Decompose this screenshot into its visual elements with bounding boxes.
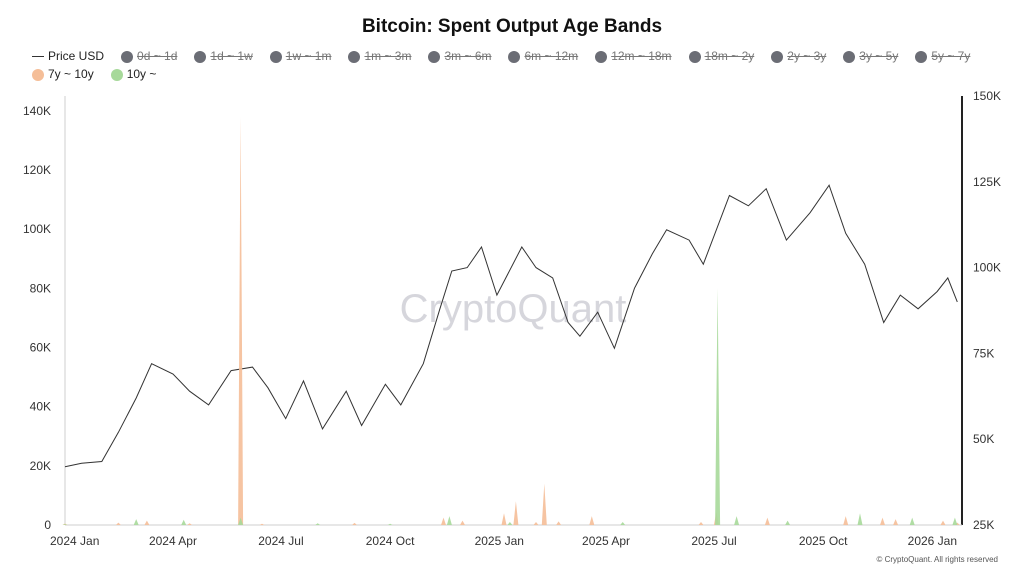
legend-item[interactable]: 5y ~ 7y <box>915 49 970 64</box>
right-axis-tick-label: 50K <box>973 432 994 446</box>
legend-label: 5y ~ 7y <box>931 49 971 63</box>
legend-marker <box>915 50 928 63</box>
legend-marker <box>194 50 207 63</box>
legend-item[interactable]: 12m ~ 18m <box>595 49 672 64</box>
legend-label: 12m ~ 18m <box>611 49 672 63</box>
legend-marker <box>508 50 521 63</box>
left-axis-tick-label: 60K <box>30 340 51 354</box>
right-axis-tick-label: 150K <box>973 89 1001 103</box>
legend-label: 1m ~ 3m <box>364 49 412 63</box>
legend-marker <box>110 68 123 81</box>
legend-marker <box>269 50 282 63</box>
legend-marker <box>121 50 134 63</box>
legend-item[interactable]: Price USD <box>32 49 104 64</box>
left-axis-tick-label: 40K <box>30 400 51 414</box>
legend-item[interactable]: 7y ~ 10y <box>32 67 94 82</box>
legend-item[interactable]: 3y ~ 5y <box>843 49 898 64</box>
legend-label: 6m ~ 12m <box>524 49 579 63</box>
left-axis-ticks: 0 20K 40K 60K 80K 100K 120K 140K <box>23 104 51 532</box>
copyright-credit: © CryptoQuant. All rights reserved <box>876 555 999 564</box>
right-axis-tick-label: 25K <box>973 518 994 532</box>
legend-marker <box>428 50 441 63</box>
x-axis-tick-label: 2024 Oct <box>366 534 415 548</box>
x-axis-tick-label: 2025 Jul <box>691 534 736 548</box>
legend-label: Price USD <box>48 49 105 63</box>
right-axis-tick-label: 75K <box>973 346 994 360</box>
legend-item[interactable]: 1d ~ 1w <box>194 49 253 64</box>
legend-item[interactable]: 2y ~ 3y <box>771 49 826 64</box>
legend-marker <box>843 50 856 63</box>
legend-item[interactable]: 1w ~ 1m <box>269 49 332 64</box>
legend-label: 18m ~ 2y <box>704 49 755 63</box>
legend-item[interactable]: 0d ~ 1d <box>121 49 177 64</box>
x-axis-tick-label: 2025 Apr <box>582 534 630 548</box>
legend-label: 2y ~ 3y <box>787 49 827 63</box>
right-axis-tick-label: 100K <box>973 261 1001 275</box>
legend-label: 0d ~ 1d <box>137 49 178 63</box>
legend-item[interactable]: 3m ~ 6m <box>428 49 491 64</box>
legend-marker <box>32 56 44 57</box>
left-axis-tick-label: 120K <box>23 163 51 177</box>
left-axis-tick-label: 0 <box>44 518 51 532</box>
legend-label: 1w ~ 1m <box>285 49 332 63</box>
legend-label: 3m ~ 6m <box>444 49 492 63</box>
legend-marker <box>688 50 701 63</box>
left-axis-tick-label: 140K <box>23 104 51 118</box>
chart-title: Bitcoin: Spent Output Age Bands <box>361 16 663 37</box>
x-axis-tick-label: 2024 Jul <box>258 534 303 548</box>
x-axis-tick-label: 2024 Jan <box>50 534 99 548</box>
x-axis-tick-label: 2024 Apr <box>149 534 197 548</box>
watermark: CryptoQuant <box>400 287 627 331</box>
legend-item[interactable]: 1m ~ 3m <box>348 49 411 64</box>
left-axis-tick-label: 80K <box>30 281 51 295</box>
x-axis-ticks: 2024 Jan 2024 Apr 2024 Jul 2024 Oct 2025 Jan… <box>50 534 957 548</box>
x-axis-tick-label: 2026 Jan <box>908 534 957 548</box>
legend-label: 1d ~ 1w <box>210 49 253 63</box>
right-axis-ticks: 25K 50K 75K 100K 125K 150K <box>973 89 1001 532</box>
legend-marker <box>32 68 44 81</box>
legend-label: 7y ~ 10y <box>48 67 94 81</box>
legend-item[interactable]: 10y ~ <box>110 67 157 82</box>
legend-item[interactable]: 6m ~ 12m <box>508 49 578 64</box>
legend-label: 10y ~ <box>126 67 157 81</box>
legend-label: 3y ~ 5y <box>859 49 899 63</box>
legend-marker <box>771 50 784 63</box>
chart-legend: Price USD 0d ~ 1d 1d ~ 1w 1w ~ 1m 1m ~ 3m 3m … <box>32 49 1012 82</box>
x-axis-tick-label: 2025 Oct <box>799 534 848 548</box>
left-axis-tick-label: 100K <box>23 222 51 236</box>
x-axis-tick-label: 2025 Jan <box>475 534 524 548</box>
left-axis-tick-label: 20K <box>30 459 51 473</box>
series-line <box>64 184 958 468</box>
right-axis-tick-label: 125K <box>973 175 1001 189</box>
legend-marker <box>595 50 608 63</box>
series-layer <box>62 116 962 525</box>
legend-marker <box>348 50 361 63</box>
legend-item[interactable]: 18m ~ 2y <box>688 49 755 64</box>
